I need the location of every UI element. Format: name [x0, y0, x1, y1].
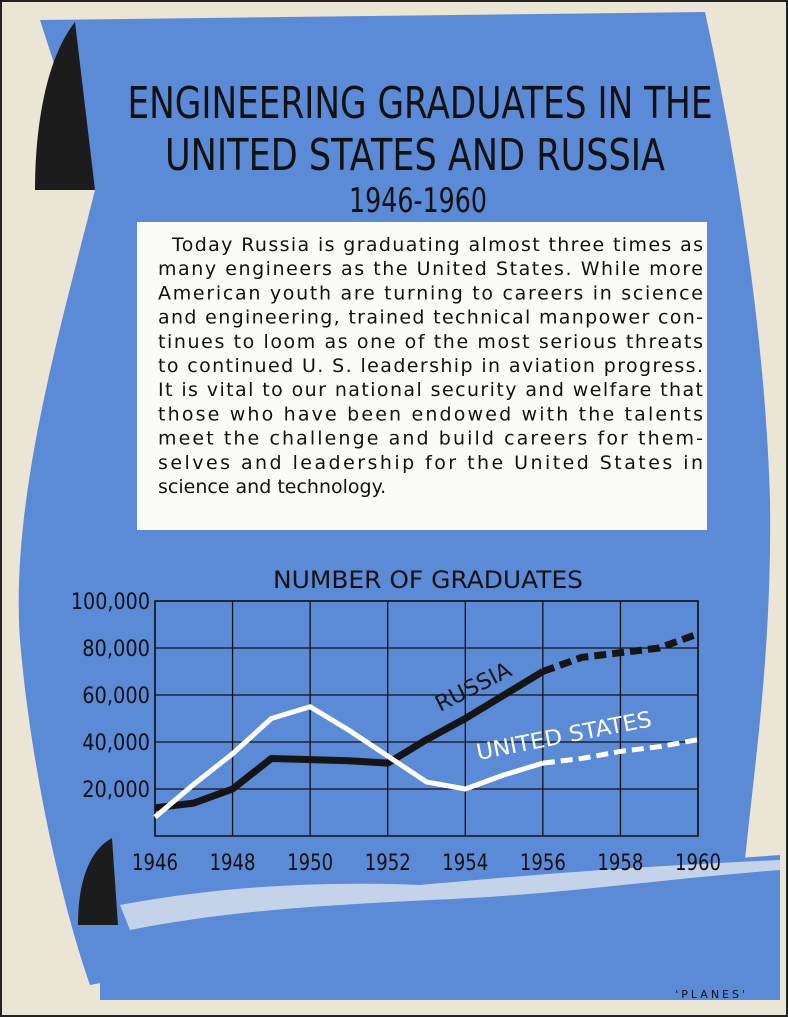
x-tick-label: 1960	[675, 851, 721, 876]
credit: 'PLANES'	[675, 988, 748, 1001]
x-tick-label: 1946	[132, 851, 178, 876]
y-tick-label: 60,000	[82, 684, 150, 709]
title-line: UNITED STATES AND RUSSIA	[165, 130, 665, 181]
body-line: and engineering, trained technical manpo…	[158, 307, 703, 329]
body-line: science and technology.	[158, 476, 386, 498]
y-tick-label: 80,000	[82, 637, 150, 662]
chart-title: NUMBER OF GRADUATES	[273, 566, 583, 594]
y-tick-label: 20,000	[82, 778, 150, 803]
body-line: tinues to loom as one of the most seriou…	[158, 331, 703, 353]
poster: ENGINEERING GRADUATES IN THE UNITED STAT…	[0, 0, 788, 1017]
body-line: It is vital to our national security and…	[158, 379, 703, 401]
x-tick-label: 1954	[442, 851, 488, 876]
x-tick-label: 1956	[520, 851, 566, 876]
subtitle: 1946-1960	[349, 181, 487, 221]
x-tick-label: 1952	[365, 851, 411, 876]
body-line: Today Russia is graduating almost three …	[171, 234, 703, 256]
body-line: those who have been endowed with the tal…	[158, 403, 703, 425]
x-tick-label: 1950	[287, 851, 333, 876]
title-line: ENGINEERING GRADUATES IN THE	[128, 78, 713, 129]
x-tick-label: 1948	[210, 851, 256, 876]
y-tick-label: 100,000	[71, 590, 150, 615]
x-tick-label: 1958	[597, 851, 643, 876]
y-tick-label: 40,000	[82, 731, 150, 756]
body-line: American youth are turning to careers in…	[158, 282, 703, 304]
body-line: meet the challenge and build careers for…	[158, 428, 703, 450]
body-line: many engineers as the United States. Whi…	[158, 258, 703, 280]
